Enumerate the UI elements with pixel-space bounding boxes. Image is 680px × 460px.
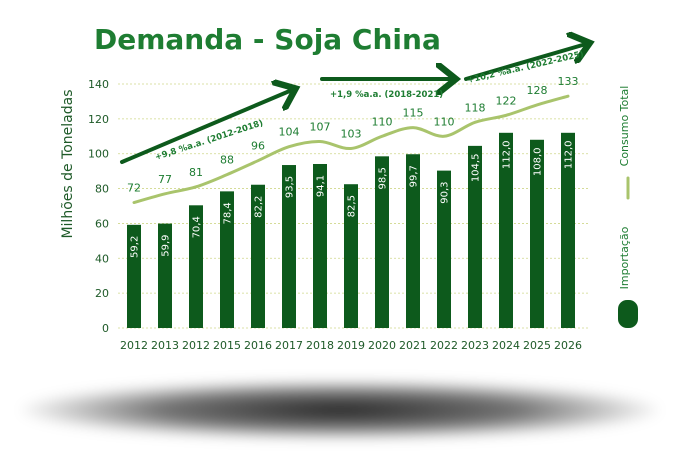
x-tick-label: 2026 xyxy=(554,339,582,352)
line-label: 77 xyxy=(158,173,172,186)
bar-label: 59,9 xyxy=(161,234,172,256)
bar-labels: 59,2 59,9 70,4 78,4 82,2 93,5 94,1 82,5 98,5 99,7… xyxy=(130,140,575,257)
bar-2013 xyxy=(158,223,172,328)
bar-label: 112,0 xyxy=(564,140,575,169)
bar-label: 99,7 xyxy=(409,165,420,187)
legend: Consumo Total Importação xyxy=(618,86,638,328)
x-tick-label: 2019 xyxy=(337,339,365,352)
bar-2021 xyxy=(406,154,420,328)
bar-2016 xyxy=(251,184,265,328)
bar-2018 xyxy=(313,163,327,328)
bar-2017 xyxy=(282,165,296,328)
line-label: 81 xyxy=(189,166,203,179)
y-tick-label: 100 xyxy=(88,148,109,161)
line-label: 107 xyxy=(310,121,331,134)
x-tick-label: 2015 xyxy=(213,339,241,352)
bar-2012 xyxy=(127,224,141,328)
bar-label: 90,3 xyxy=(440,181,451,203)
bar-label: 94,1 xyxy=(316,175,327,197)
line-label: 115 xyxy=(403,107,424,120)
x-tick-label: 2020 xyxy=(368,339,396,352)
x-tick-label: 2023 xyxy=(461,339,489,352)
legend-bar-swatch xyxy=(618,300,638,328)
bar-2026 xyxy=(561,132,575,328)
line-label: 122 xyxy=(496,94,517,107)
legend-label-importacao: Importação xyxy=(618,226,631,289)
line-series-consumo-total xyxy=(132,94,570,205)
line-label: 110 xyxy=(434,115,455,128)
y-tick-label: 120 xyxy=(88,113,109,126)
line-label: 118 xyxy=(465,101,486,114)
line-label: 88 xyxy=(220,154,234,167)
chart-title: Demanda - Soja China xyxy=(94,23,441,56)
bar-2025 xyxy=(530,139,544,328)
y-tick-label: 0 xyxy=(102,322,109,335)
x-tick-label: 2016 xyxy=(244,339,272,352)
bar-label: 93,5 xyxy=(285,176,296,198)
trend-arrows xyxy=(120,44,586,164)
line-labels: 72 77 81 88 96 104 107 103 110 115 110 118 122 128 133 xyxy=(127,75,579,194)
bar-label: 82,5 xyxy=(347,195,358,217)
bar-2012 xyxy=(189,205,203,328)
y-tick-label: 20 xyxy=(95,287,109,300)
bar-2020 xyxy=(375,156,389,328)
consumption-line xyxy=(132,94,570,205)
trend-arrow-1 xyxy=(120,90,292,164)
bar-2022 xyxy=(437,170,451,328)
trend-annotations: +9,8 %a.a. (2012-2018)+1,9 %a.a. (2018-2… xyxy=(154,49,585,162)
line-label: 104 xyxy=(279,126,300,139)
line-label: 72 xyxy=(127,182,141,195)
x-tick-label: 2012 xyxy=(182,339,210,352)
line-label: 96 xyxy=(251,140,265,153)
bar-label: 108,0 xyxy=(533,147,544,176)
bar-label: 82,2 xyxy=(254,196,265,218)
x-axis-ticks: 2012 2013 2012 2015 2016 2017 2018 2019 2020 2021… xyxy=(120,339,582,352)
y-tick-label: 140 xyxy=(88,78,109,91)
bar-label: 70,4 xyxy=(192,216,203,238)
y-tick-label: 40 xyxy=(95,252,109,265)
bars xyxy=(127,132,575,328)
bar-2024 xyxy=(499,132,513,328)
trend-annotation-2: +1,9 %a.a. (2018-2021) xyxy=(330,90,443,100)
bar-label: 104,5 xyxy=(471,154,482,183)
line-label: 133 xyxy=(558,75,579,88)
x-tick-label: 2024 xyxy=(492,339,520,352)
x-tick-label: 2012 xyxy=(120,339,148,352)
line-label: 110 xyxy=(372,115,393,128)
line-label: 128 xyxy=(527,84,548,97)
x-tick-label: 2025 xyxy=(523,339,551,352)
bar-label: 78,4 xyxy=(223,202,234,224)
x-tick-label: 2018 xyxy=(306,339,334,352)
x-tick-label: 2017 xyxy=(275,339,303,352)
y-axis-label: Milhões de Toneladas xyxy=(60,89,76,238)
bar-label: 112,0 xyxy=(502,140,513,169)
trend-arrow-3 xyxy=(464,44,586,81)
chart: Demanda - Soja China Milhões de Tonelada… xyxy=(60,23,638,352)
bar-2019 xyxy=(344,184,358,328)
bar-label: 59,2 xyxy=(130,236,141,258)
line-label: 103 xyxy=(341,127,362,140)
bar-2023 xyxy=(468,145,482,328)
x-tick-label: 2021 xyxy=(399,339,427,352)
y-tick-label: 60 xyxy=(95,217,109,230)
y-tick-label: 80 xyxy=(95,183,109,196)
y-axis-ticks: 0 20 40 60 80 100 120 140 xyxy=(88,78,109,335)
drop-shadow xyxy=(20,380,660,440)
x-tick-label: 2013 xyxy=(151,339,179,352)
bar-2015 xyxy=(220,191,234,328)
x-tick-label: 2022 xyxy=(430,339,458,352)
bar-label: 98,5 xyxy=(378,167,389,189)
legend-label-consumo-total: Consumo Total xyxy=(618,86,631,167)
